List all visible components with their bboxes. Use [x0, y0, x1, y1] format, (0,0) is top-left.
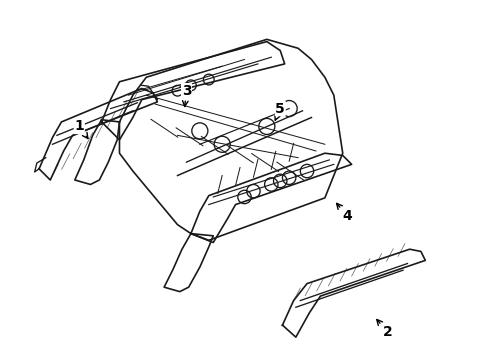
Polygon shape — [75, 120, 119, 184]
Text: 4: 4 — [336, 203, 351, 223]
Text: 2: 2 — [376, 319, 391, 339]
Polygon shape — [282, 249, 425, 337]
Text: 5: 5 — [274, 102, 285, 120]
Polygon shape — [190, 153, 351, 243]
Text: 3: 3 — [181, 84, 191, 107]
Polygon shape — [102, 41, 284, 140]
Polygon shape — [39, 89, 157, 180]
Text: 1: 1 — [74, 120, 88, 139]
Polygon shape — [164, 234, 213, 292]
Polygon shape — [119, 39, 342, 240]
